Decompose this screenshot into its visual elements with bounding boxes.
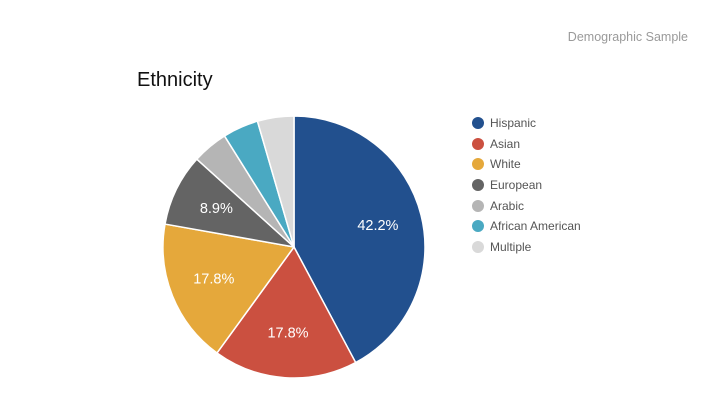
slice-label-white: 17.8% <box>193 271 234 287</box>
legend-item-european: European <box>472 175 581 196</box>
legend-label: Arabic <box>490 198 525 213</box>
header-label: Demographic Sample <box>567 30 688 44</box>
pie-slice-white <box>162 223 295 354</box>
legend-label: African American <box>490 219 581 234</box>
legend-swatch <box>472 240 484 253</box>
slice-label-asian: 17.8% <box>267 325 308 341</box>
legend-label: Asian <box>490 136 521 151</box>
slice-label-hispanic: 42.2% <box>357 218 398 234</box>
legend-swatch <box>472 137 484 150</box>
legend-item-white: White <box>472 154 581 175</box>
legend-swatch <box>472 117 484 130</box>
pie-slice-hispanic <box>293 115 426 364</box>
chart-title: Ethnicity <box>137 69 213 91</box>
chart-legend: Hispanic Asian White European Arabic African … <box>472 113 581 257</box>
legend-item-african-american: African American <box>472 216 581 237</box>
legend-item-hispanic: Hispanic <box>472 113 581 134</box>
pie-slice-asian <box>216 246 357 379</box>
legend-swatch <box>472 179 484 192</box>
legend-label: Multiple <box>490 239 532 254</box>
legend-label: Hispanic <box>490 116 537 131</box>
legend-item-arabic: Arabic <box>472 195 581 216</box>
legend-swatch <box>472 199 484 212</box>
legend-item-multiple: Multiple <box>472 237 581 258</box>
legend-swatch <box>472 220 484 233</box>
legend-swatch <box>472 158 484 171</box>
pie-slice-multiple <box>256 115 295 248</box>
slice-label-european: 8.9% <box>200 201 233 217</box>
legend-label: White <box>490 157 521 172</box>
legend-item-asian: Asian <box>472 134 581 155</box>
legend-label: European <box>490 178 543 193</box>
